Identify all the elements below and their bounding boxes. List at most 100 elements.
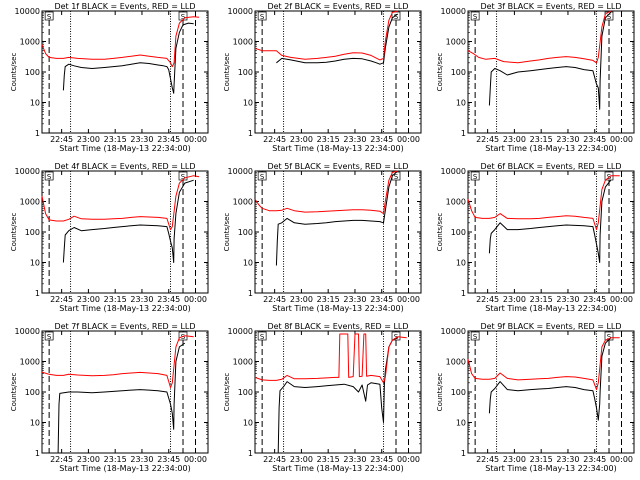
y-tick-label: 10	[243, 259, 253, 268]
y-axis-label: Counts/sec	[436, 373, 444, 412]
y-tick-label: 1	[461, 129, 466, 138]
x-tick-label: 23:00	[290, 135, 313, 144]
x-tick-label: 23:00	[77, 135, 100, 144]
y-tick-label: 1000	[20, 38, 40, 47]
chart-panel-5: Det 5f BLACK = Events, RED = LLD 1 10 100 10…	[223, 162, 422, 313]
y-tick-label: 10	[243, 419, 253, 428]
x-tick-label: 23:00	[77, 295, 100, 304]
saa-marker-box	[257, 331, 267, 341]
chart-title: Det 7f BLACK = Events, RED = LLD	[54, 322, 195, 331]
series-line-lld	[41, 175, 200, 231]
saa-marker-box	[257, 11, 267, 21]
saa-marker-box	[391, 331, 401, 341]
y-axis-label: Counts/sec	[223, 53, 231, 92]
x-tick-label: 23:15	[317, 135, 340, 144]
series-line-events	[275, 170, 399, 266]
series-line-lld	[41, 335, 194, 388]
series-line-lld	[254, 170, 398, 215]
y-tick-label: 10000	[15, 7, 40, 16]
y-tick-label: 1000	[233, 198, 253, 207]
chart-title: Det 9f BLACK = Events, RED = LLD	[480, 322, 621, 331]
y-tick-label: 1	[248, 289, 253, 298]
saa-marker-box	[44, 11, 54, 21]
x-tick-label: 22:45	[476, 135, 499, 144]
x-tick-label: 00:00	[610, 135, 633, 144]
y-tick-label: 10	[456, 259, 466, 268]
y-tick-label: 1000	[446, 38, 466, 47]
y-tick-label: 10000	[228, 327, 253, 336]
series-line-lld	[467, 10, 612, 64]
y-tick-label: 1000	[446, 358, 466, 367]
saa-marker-box	[470, 331, 480, 341]
series-line-events	[276, 13, 399, 65]
x-tick-label: 23:30	[130, 295, 153, 304]
saa-marker-label: S	[394, 333, 399, 341]
chart-title: Det 5f BLACK = Events, RED = LLD	[267, 162, 408, 171]
chart-title: Det 8f BLACK = Events, RED = LLD	[267, 322, 408, 331]
y-tick-label: 10000	[228, 167, 253, 176]
x-tick-label: 23:30	[556, 295, 579, 304]
chart-panel-6: Det 6f BLACK = Events, RED = LLD 1 10 100 10…	[436, 162, 635, 313]
series-line-events	[277, 337, 399, 454]
x-tick-label: 23:15	[530, 455, 553, 464]
saa-marker-label: S	[181, 333, 186, 341]
saa-marker-label: S	[473, 13, 478, 21]
series-line-events	[62, 179, 194, 263]
series-line-lld	[254, 10, 398, 61]
saa-marker-box	[470, 171, 480, 181]
y-tick-label: 100	[25, 228, 40, 237]
x-axis-label: Start Time (18-May-13 22:34:00)	[485, 304, 616, 313]
y-tick-label: 10	[456, 419, 466, 428]
saa-marker-label: S	[260, 13, 265, 21]
y-tick-label: 1000	[233, 358, 253, 367]
x-tick-label: 23:15	[104, 295, 127, 304]
y-axis-label: Counts/sec	[10, 213, 18, 252]
y-axis-label: Counts/sec	[223, 213, 231, 252]
x-tick-label: 23:30	[343, 455, 366, 464]
chart-panel-1: Det 1f BLACK = Events, RED = LLD 1 10 100 10…	[10, 2, 209, 153]
chart-title: Det 6f BLACK = Events, RED = LLD	[480, 162, 621, 171]
x-tick-label: 00:00	[184, 455, 207, 464]
y-tick-label: 10	[243, 99, 253, 108]
x-tick-label: 23:15	[317, 295, 340, 304]
x-tick-label: 22:45	[263, 455, 286, 464]
x-tick-label: 23:00	[503, 455, 526, 464]
x-tick-label: 23:00	[503, 295, 526, 304]
y-tick-label: 10	[456, 99, 466, 108]
saa-marker-label: S	[47, 13, 52, 21]
x-tick-label: 23:15	[104, 455, 127, 464]
series-line-events	[488, 337, 612, 421]
x-tick-label: 23:00	[290, 455, 313, 464]
saa-marker-box	[391, 11, 401, 21]
y-tick-label: 1	[35, 129, 40, 138]
y-tick-label: 10000	[15, 167, 40, 176]
y-tick-label: 10	[30, 419, 40, 428]
y-tick-label: 100	[25, 388, 40, 397]
saa-marker-label: S	[607, 13, 612, 21]
chart-title: Det 4f BLACK = Events, RED = LLD	[54, 162, 195, 171]
saa-marker-label: S	[47, 173, 52, 181]
x-tick-label: 22:45	[263, 135, 286, 144]
series-line-lld	[254, 333, 407, 384]
x-tick-label: 22:45	[50, 295, 73, 304]
y-tick-label: 10000	[441, 327, 466, 336]
y-axis-label: Counts/sec	[10, 53, 18, 92]
x-tick-label: 00:00	[184, 135, 207, 144]
y-tick-label: 1000	[20, 358, 40, 367]
y-tick-label: 100	[25, 68, 40, 77]
y-tick-label: 1	[35, 289, 40, 298]
series-line-lld	[467, 175, 620, 231]
series-line-events	[62, 22, 194, 94]
y-axis-label: Counts/sec	[223, 373, 231, 412]
y-tick-label: 10000	[441, 167, 466, 176]
y-tick-label: 100	[238, 228, 253, 237]
x-tick-label: 23:00	[290, 295, 313, 304]
y-tick-label: 1000	[233, 38, 253, 47]
x-tick-label: 00:00	[397, 295, 420, 304]
y-tick-label: 10000	[15, 327, 40, 336]
x-tick-label: 23:30	[556, 455, 579, 464]
x-tick-label: 22:45	[476, 455, 499, 464]
x-tick-label: 23:45	[583, 135, 606, 144]
saa-marker-label: S	[47, 333, 52, 341]
